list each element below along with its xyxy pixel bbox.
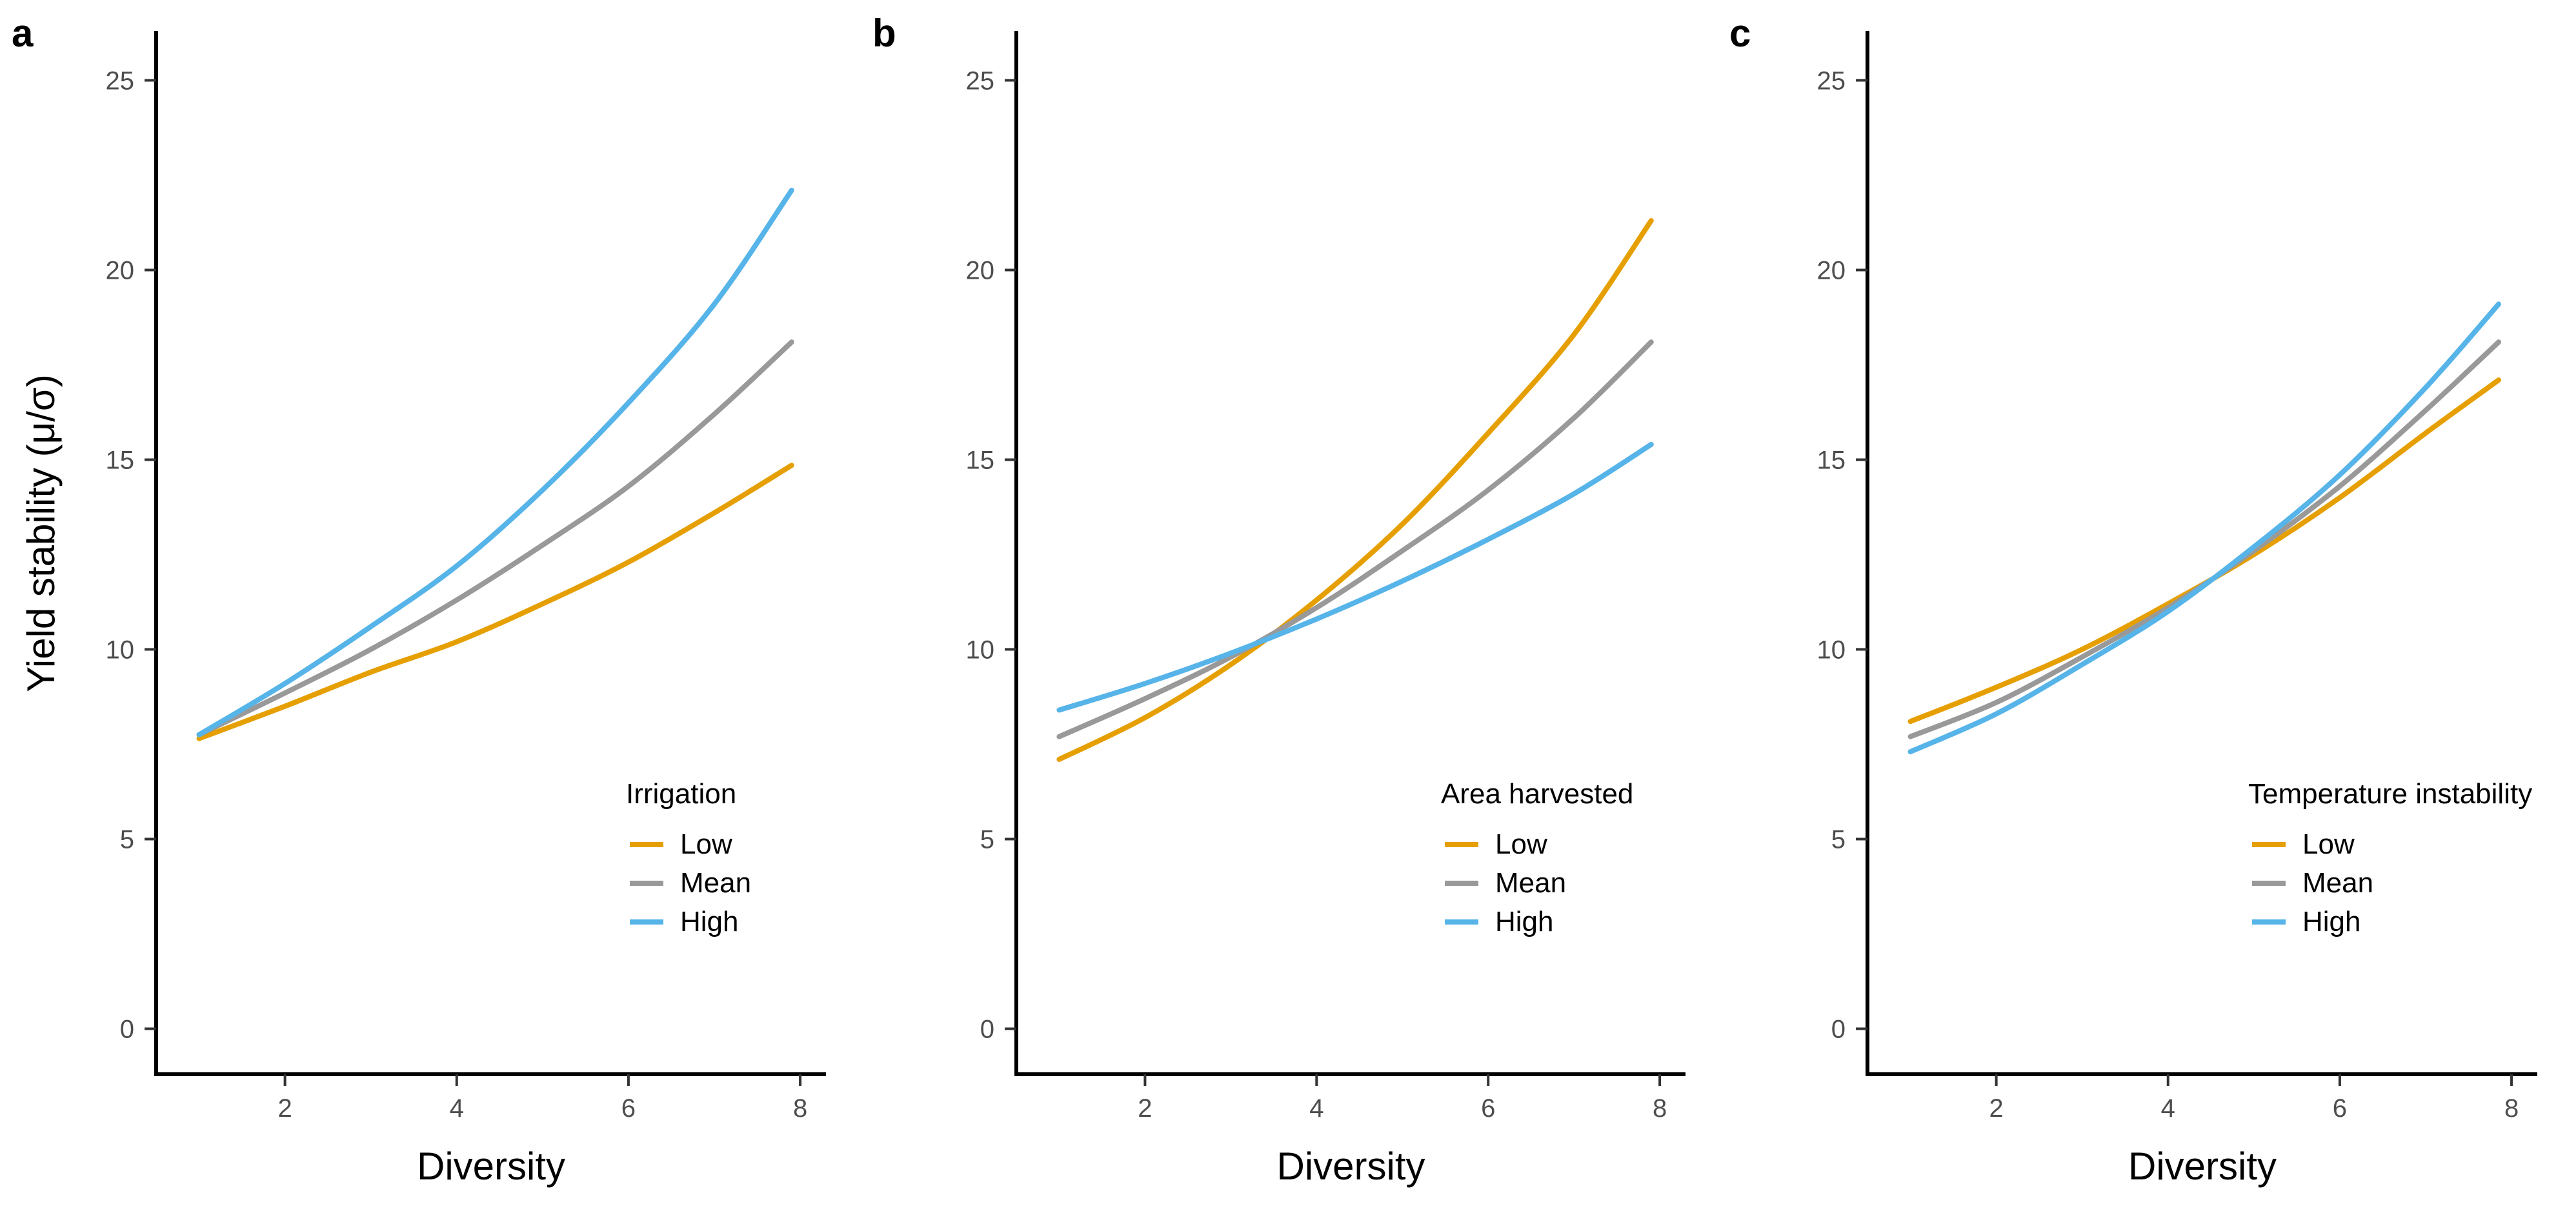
x-tick-label: 8 xyxy=(1653,1094,1667,1123)
series-line-high xyxy=(196,187,794,737)
legend-label: Mean xyxy=(1495,867,1566,899)
x-tick-label: 2 xyxy=(277,1094,292,1123)
x-tick-label: 8 xyxy=(2504,1094,2519,1123)
y-tick-label: 15 xyxy=(106,446,135,474)
series-line-low xyxy=(1907,377,2502,725)
legend-title: Irrigation xyxy=(626,778,736,810)
y-tick-label: 10 xyxy=(106,636,135,664)
y-tick-label: 20 xyxy=(1817,256,1846,285)
y-tick-label: 15 xyxy=(966,446,995,474)
y-tick-label: 20 xyxy=(966,256,995,285)
legend-label: Low xyxy=(680,828,732,860)
y-tick-label: 5 xyxy=(1831,825,1846,854)
legend-title: Area harvested xyxy=(1441,778,1633,810)
series-line-low xyxy=(1056,218,1654,762)
y-tick-label: 5 xyxy=(980,825,994,854)
x-tick-label: 6 xyxy=(1481,1094,1495,1123)
x-axis-title: Diversity xyxy=(2128,1145,2277,1188)
panel-label: a xyxy=(12,12,34,55)
legend-label: High xyxy=(1495,906,1554,937)
y-tick-label: 0 xyxy=(1831,1015,1846,1043)
panel-label: b xyxy=(872,12,896,55)
legend-label: High xyxy=(680,906,739,937)
legend-label: Low xyxy=(1495,828,1547,860)
x-axis-title: Diversity xyxy=(417,1145,565,1188)
chart-panel-a: a 0 5 10 15 20 25 2 4 6 8 Diversity Yield stability … xyxy=(12,12,826,1188)
y-tick-label: 5 xyxy=(120,825,134,854)
series-line-mean xyxy=(1056,339,1654,739)
x-tick-label: 4 xyxy=(1309,1094,1323,1123)
series-line-mean xyxy=(196,339,794,737)
x-tick-label: 6 xyxy=(621,1094,636,1123)
legend: Temperature instability Low Mean High xyxy=(2248,778,2532,937)
y-tick-label: 20 xyxy=(106,256,135,285)
y-tick-label: 25 xyxy=(1817,66,1846,95)
x-tick-label: 2 xyxy=(1138,1094,1152,1123)
y-axis-title: Yield stability (μ/σ) xyxy=(19,374,63,692)
y-tick-label: 0 xyxy=(120,1015,134,1043)
legend-label: Low xyxy=(2302,828,2355,860)
legend-label: Mean xyxy=(2302,867,2373,899)
x-axis-title: Diversity xyxy=(1276,1145,1425,1188)
legend: Irrigation Low Mean High xyxy=(626,778,751,937)
y-tick-label: 25 xyxy=(966,66,995,95)
chart-panel-b: b 0 5 10 15 20 25 2 4 6 8 Diversity Area harvested Lo… xyxy=(872,12,1685,1188)
y-tick-label: 0 xyxy=(980,1015,994,1043)
x-tick-label: 6 xyxy=(2333,1094,2347,1123)
chart-panel-c: c 0 5 10 15 20 25 2 4 6 8 Diversity Temperature inst… xyxy=(1729,12,2537,1188)
legend-label: Mean xyxy=(680,867,751,899)
series-line-high xyxy=(1907,301,2502,755)
x-tick-label: 8 xyxy=(793,1094,807,1123)
y-tick-label: 25 xyxy=(106,66,135,95)
y-tick-label: 15 xyxy=(1817,446,1846,474)
legend-title: Temperature instability xyxy=(2248,778,2532,810)
legend-label: High xyxy=(2302,906,2361,937)
y-tick-label: 10 xyxy=(966,636,995,664)
x-tick-label: 4 xyxy=(450,1094,464,1123)
x-tick-label: 4 xyxy=(2161,1094,2175,1123)
legend: Area harvested Low Mean High xyxy=(1441,778,1633,937)
series-line-high xyxy=(1056,441,1654,713)
x-tick-label: 2 xyxy=(1989,1094,2003,1123)
y-tick-label: 10 xyxy=(1817,636,1846,664)
series-line-low xyxy=(196,463,794,741)
panel-label: c xyxy=(1729,12,1751,55)
